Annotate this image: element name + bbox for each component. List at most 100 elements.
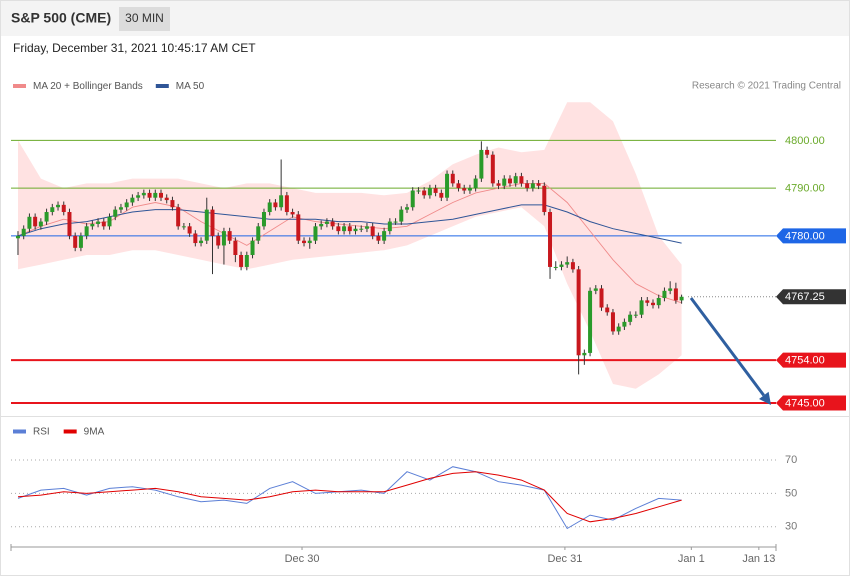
- candle-body: [250, 240, 255, 255]
- candle-body: [181, 226, 186, 228]
- candle-body: [553, 266, 558, 268]
- candle-body: [359, 228, 364, 230]
- candle-body: [570, 262, 575, 270]
- legend-label: MA 50: [176, 81, 205, 92]
- forecast-arrow: [689, 297, 771, 405]
- candle-body: [565, 262, 570, 265]
- x-tick-label: Jan 13: [742, 553, 775, 565]
- interval-box[interactable]: [119, 7, 170, 31]
- candle-body: [210, 209, 215, 236]
- candle-body: [616, 326, 621, 332]
- interval[interactable]: 30 MIN: [125, 11, 164, 25]
- candle-body: [50, 207, 55, 213]
- x-tick-label: Dec 30: [285, 553, 320, 565]
- candle-body: [364, 226, 369, 229]
- candle-body: [113, 209, 118, 217]
- candle-body: [668, 288, 673, 291]
- candle-body: [416, 190, 421, 192]
- candle-body: [21, 228, 26, 236]
- candle-body: [164, 197, 169, 201]
- candle-body: [433, 188, 438, 193]
- candle-body: [199, 240, 204, 244]
- candle-body: [519, 176, 524, 184]
- candle-body: [513, 176, 518, 184]
- main-layer: 4800.00 4790.00 4780.00 4767.25 4754.00 4745.…: [10, 81, 846, 565]
- candle-body: [525, 183, 530, 189]
- candle-body: [651, 302, 656, 306]
- candle-body: [490, 154, 495, 184]
- candle-body: [141, 192, 146, 196]
- candle-body: [576, 269, 581, 356]
- y-tick-label: 70: [785, 454, 797, 466]
- candle-body: [90, 223, 95, 227]
- candle-body: [101, 221, 106, 227]
- level-label: 4767.25: [785, 291, 825, 303]
- candle-body: [267, 202, 272, 213]
- candle-body: [656, 297, 661, 306]
- candle-body: [582, 352, 587, 356]
- candle-body: [124, 202, 129, 208]
- candle-body: [450, 173, 455, 184]
- candle-body: [467, 188, 472, 191]
- legend-swatch: [13, 429, 26, 434]
- candle-body: [605, 307, 610, 313]
- level-label-box: [776, 395, 846, 411]
- candle-body: [176, 207, 181, 227]
- candle-body: [244, 255, 249, 267]
- candle-body: [548, 212, 553, 267]
- candle-body: [78, 235, 83, 248]
- candle-body: [473, 178, 478, 189]
- candle-body: [38, 221, 43, 227]
- x-tick-label: Jan 1: [678, 553, 705, 565]
- candle-body: [593, 288, 598, 291]
- candle-body: [542, 185, 547, 213]
- source: Research © 2021 Trading Central: [692, 81, 841, 92]
- level-label: 4754.00: [785, 354, 825, 366]
- candle-body: [27, 216, 32, 229]
- candle-body: [107, 216, 112, 227]
- indicator-line: [17, 471, 682, 523]
- candle-body: [376, 235, 381, 241]
- candle-body: [118, 207, 123, 210]
- candle-body: [239, 255, 244, 267]
- candle-body: [370, 226, 375, 236]
- candle-body: [462, 188, 467, 191]
- level-label-box: [776, 289, 846, 305]
- candle-body: [399, 209, 404, 222]
- candle-body: [502, 178, 507, 186]
- candle-body: [67, 212, 72, 236]
- legend-swatch: [63, 429, 77, 434]
- candle-body: [44, 212, 49, 222]
- candle-body: [15, 235, 20, 239]
- legend-swatch: [155, 84, 169, 88]
- candle-body: [33, 216, 38, 227]
- arrow-shaft: [689, 297, 766, 397]
- candle-body: [256, 226, 261, 241]
- candle-body: [61, 204, 66, 213]
- candle-body: [387, 221, 392, 232]
- candle-body: [347, 226, 352, 232]
- candle-body: [84, 226, 89, 236]
- candle-body: [56, 204, 61, 208]
- level-label: 4780.00: [785, 230, 825, 242]
- candle-body: [599, 288, 604, 308]
- level-label: 4745.00: [785, 397, 825, 409]
- legend-swatch: [13, 84, 26, 88]
- candle-body: [170, 200, 175, 208]
- candle-body: [73, 235, 78, 248]
- candle-body: [221, 231, 226, 246]
- candle-body: [187, 226, 192, 234]
- legend-label: MA 20 + Bollinger Bands: [33, 81, 143, 92]
- candle-body: [147, 192, 152, 198]
- candle-body: [159, 192, 164, 198]
- moving-average: [17, 204, 682, 244]
- candle-body: [633, 314, 638, 316]
- candle-body: [342, 226, 347, 232]
- candle-body: [485, 149, 490, 155]
- candle-body: [204, 209, 209, 241]
- level-label: 4800.00: [785, 135, 825, 147]
- candle-body: [662, 290, 667, 298]
- candle-body: [336, 226, 341, 232]
- indicator-line: [17, 466, 682, 530]
